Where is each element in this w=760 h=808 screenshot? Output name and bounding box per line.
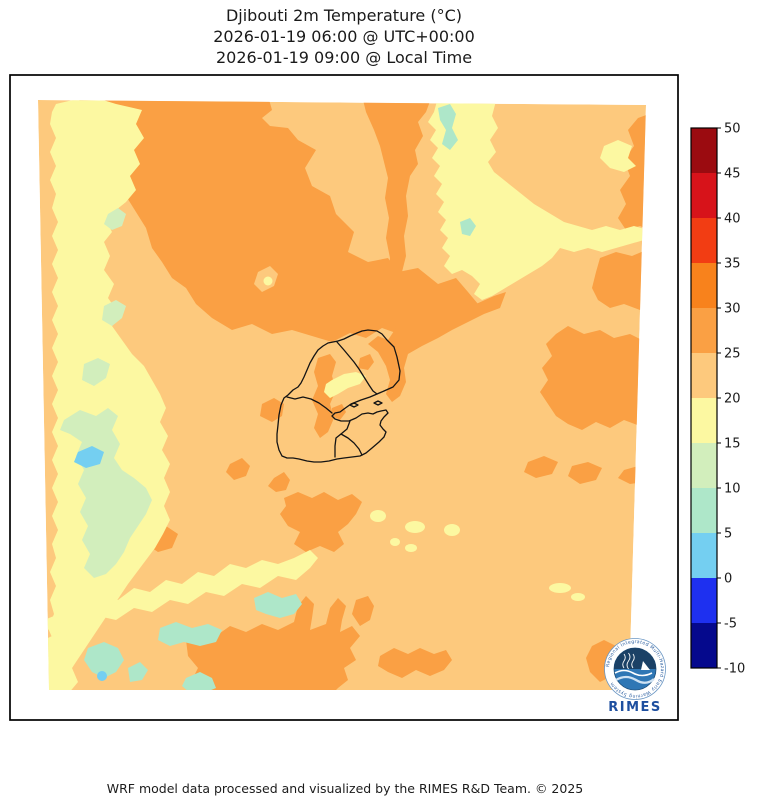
colorbar-tick-label: 35 — [724, 257, 741, 272]
contour-regions-15-20 — [44, 100, 646, 690]
contour-blob — [78, 100, 478, 342]
contour-blob — [592, 250, 646, 310]
contour-spot — [263, 276, 273, 286]
region-boundary-arta-west — [334, 420, 351, 458]
contour-blob — [84, 642, 124, 678]
colorbar-segment — [691, 443, 717, 488]
colorbar-tick-label: 0 — [724, 572, 732, 587]
colorbar-tick-label: 40 — [724, 212, 741, 227]
contour-spot — [444, 524, 460, 536]
contour-regions-0-5 — [74, 446, 107, 681]
region-boundary-tadjourah-dikhil — [286, 396, 333, 414]
contour-blob — [368, 288, 506, 402]
colorbar-tick-label: -5 — [724, 617, 737, 632]
logo-seismic-waves-icon — [622, 652, 635, 670]
island-outline — [373, 400, 383, 406]
colorbar-segment — [691, 173, 717, 218]
temperature-field — [38, 100, 646, 690]
colorbar-segment — [691, 623, 717, 668]
colorbar: 50 45 40 35 30 25 20 15 10 5 0 -5 -10 — [690, 122, 745, 677]
contour-blob — [48, 100, 170, 690]
colorbar-segment — [691, 398, 717, 443]
contour-blob — [358, 354, 374, 370]
colorbar-tick-label: 30 — [724, 302, 741, 317]
contour-blob — [540, 326, 646, 430]
contour-blob — [104, 208, 126, 230]
title-line-3: 2026-01-19 09:00 @ Local Time — [215, 48, 473, 67]
contour-blob — [280, 492, 362, 552]
contour-blob — [362, 100, 432, 284]
contour-blob — [460, 218, 476, 236]
djibouti-country-outline — [276, 329, 401, 463]
island-outline — [349, 402, 359, 408]
colorbar-segment — [691, 488, 717, 533]
contour-blob — [312, 354, 336, 438]
contour-blob — [128, 662, 148, 682]
logo-wave-2 — [615, 675, 655, 684]
contour-spot — [97, 671, 107, 681]
region-boundary-arta-alisabieh — [340, 433, 363, 456]
logo-sky — [614, 648, 656, 669]
contour-blob — [600, 140, 636, 172]
colorbar-tick-label: 5 — [724, 527, 732, 542]
contour-blob — [428, 101, 646, 300]
contour-blob — [82, 358, 110, 386]
contour-spot — [405, 521, 425, 533]
contour-spot — [390, 538, 400, 546]
contour-blob — [524, 456, 558, 478]
colorbar-segment — [691, 218, 717, 263]
djibouti-admin-boundaries — [276, 329, 401, 463]
title-line-2: 2026-01-19 06:00 @ UTC+00:00 — [213, 27, 475, 46]
logo-sail-icon — [641, 661, 650, 670]
colorbar-segment — [691, 128, 717, 173]
contour-blob — [254, 592, 302, 618]
colorbar-segment — [691, 353, 717, 398]
logo-wave-1 — [614, 669, 653, 677]
logo-wordmark: RIMES — [608, 700, 662, 715]
contour-blob — [74, 446, 104, 468]
colorbar-tick-marks — [717, 127, 721, 669]
colorbar-segment — [691, 263, 717, 308]
contour-blob — [268, 472, 290, 492]
figure-title: Djibouti 2m Temperature (°C) 2026-01-19 … — [0, 5, 688, 68]
colorbar-tick-label: 25 — [724, 347, 741, 362]
colorbar-segment — [691, 578, 717, 623]
colorbar-tick-labels: 50 45 40 35 30 25 20 15 10 5 0 -5 -10 — [724, 122, 745, 677]
contour-blob — [226, 458, 250, 480]
colorbar-segment — [691, 308, 717, 353]
contour-spot — [571, 593, 585, 601]
contour-blob — [102, 300, 126, 326]
contour-blob — [182, 672, 216, 690]
colorbar-tick-label: 20 — [724, 392, 741, 407]
colorbar-tick-label: 45 — [724, 167, 741, 182]
region-boundary-obock-tadjourah — [336, 341, 378, 395]
contour-spot — [405, 544, 417, 552]
contour-spot — [370, 510, 386, 522]
contour-regions-5-10 — [84, 104, 476, 690]
contour-blob — [438, 104, 458, 150]
contour-blob — [44, 550, 318, 632]
footer-credit: WRF model data processed and visualized … — [106, 781, 584, 796]
map-frame — [9, 74, 679, 721]
colorbar-tick-label: 10 — [724, 482, 741, 497]
colorbar-segment — [691, 533, 717, 578]
contour-blob — [324, 372, 366, 398]
contour-blob — [260, 398, 284, 422]
title-line-1: Djibouti 2m Temperature (°C) — [225, 6, 463, 25]
colorbar-tick-label: 50 — [724, 122, 741, 137]
contour-blob — [618, 110, 646, 234]
contour-spot — [549, 583, 571, 593]
contour-blob — [352, 596, 374, 626]
colorbar-tick-label: 15 — [724, 437, 741, 452]
contour-blob — [186, 596, 360, 690]
rimes-logo: Regional Integrated Multi-Hazard Early W… — [604, 638, 666, 715]
colorbar-tick-label: -10 — [724, 662, 745, 677]
contour-blob — [378, 648, 452, 678]
contour-blob — [568, 462, 602, 484]
contour-blob — [44, 632, 80, 690]
contour-blob — [158, 622, 222, 646]
